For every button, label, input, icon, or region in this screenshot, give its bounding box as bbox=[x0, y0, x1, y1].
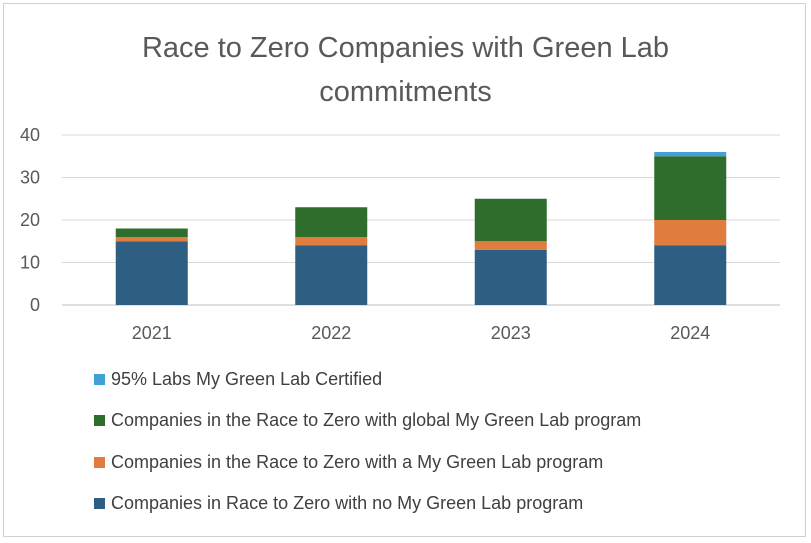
bar-segment bbox=[654, 245, 727, 305]
chart-legend: 95% Labs My Green Lab Certified Companies… bbox=[94, 365, 641, 531]
bar-segment bbox=[474, 241, 547, 250]
bar-segment bbox=[654, 220, 727, 246]
y-tick-label: 20 bbox=[20, 210, 40, 230]
legend-swatch bbox=[94, 456, 105, 468]
bar-segment bbox=[654, 156, 727, 220]
legend-swatch bbox=[94, 415, 105, 426]
bar-segment bbox=[654, 152, 727, 157]
legend-item: Companies in the Race to Zero with a My … bbox=[94, 448, 641, 476]
bar-segment bbox=[295, 237, 368, 246]
bar-segment bbox=[115, 241, 188, 305]
legend-swatch bbox=[94, 498, 105, 509]
legend-item: Companies in Race to Zero with no My Gre… bbox=[94, 490, 641, 518]
legend-item: Companies in the Race to Zero with globa… bbox=[94, 407, 641, 435]
legend-item: 95% Labs My Green Lab Certified bbox=[94, 365, 641, 393]
legend-swatch bbox=[94, 373, 105, 385]
x-tick-label: 2022 bbox=[311, 323, 351, 343]
bar-segment bbox=[115, 237, 188, 242]
y-tick-label: 0 bbox=[30, 295, 40, 315]
legend-label: Companies in the Race to Zero with a My … bbox=[111, 451, 604, 472]
x-tick-label: 2024 bbox=[670, 323, 710, 343]
bar-segment bbox=[474, 249, 547, 305]
y-tick-label: 40 bbox=[20, 125, 40, 145]
bar-segment bbox=[474, 198, 547, 242]
y-tick-label: 10 bbox=[20, 253, 40, 273]
chart-title-text: Race to Zero Companies with Green Lab co… bbox=[141, 32, 670, 108]
chart-title: Race to Zero Companies with Green Lab co… bbox=[0, 26, 811, 114]
bar-segment bbox=[295, 207, 368, 237]
bar-segment bbox=[115, 228, 188, 237]
legend-label: Companies in the Race to Zero with globa… bbox=[111, 410, 642, 430]
y-tick-label: 30 bbox=[20, 168, 40, 188]
bar-segment bbox=[295, 245, 368, 305]
legend-label: Companies in Race to Zero with no My Gre… bbox=[111, 493, 584, 513]
x-tick-label: 2021 bbox=[132, 323, 172, 343]
x-tick-label: 2023 bbox=[491, 323, 531, 343]
legend-label: 95% Labs My Green Lab Certified bbox=[111, 368, 383, 389]
